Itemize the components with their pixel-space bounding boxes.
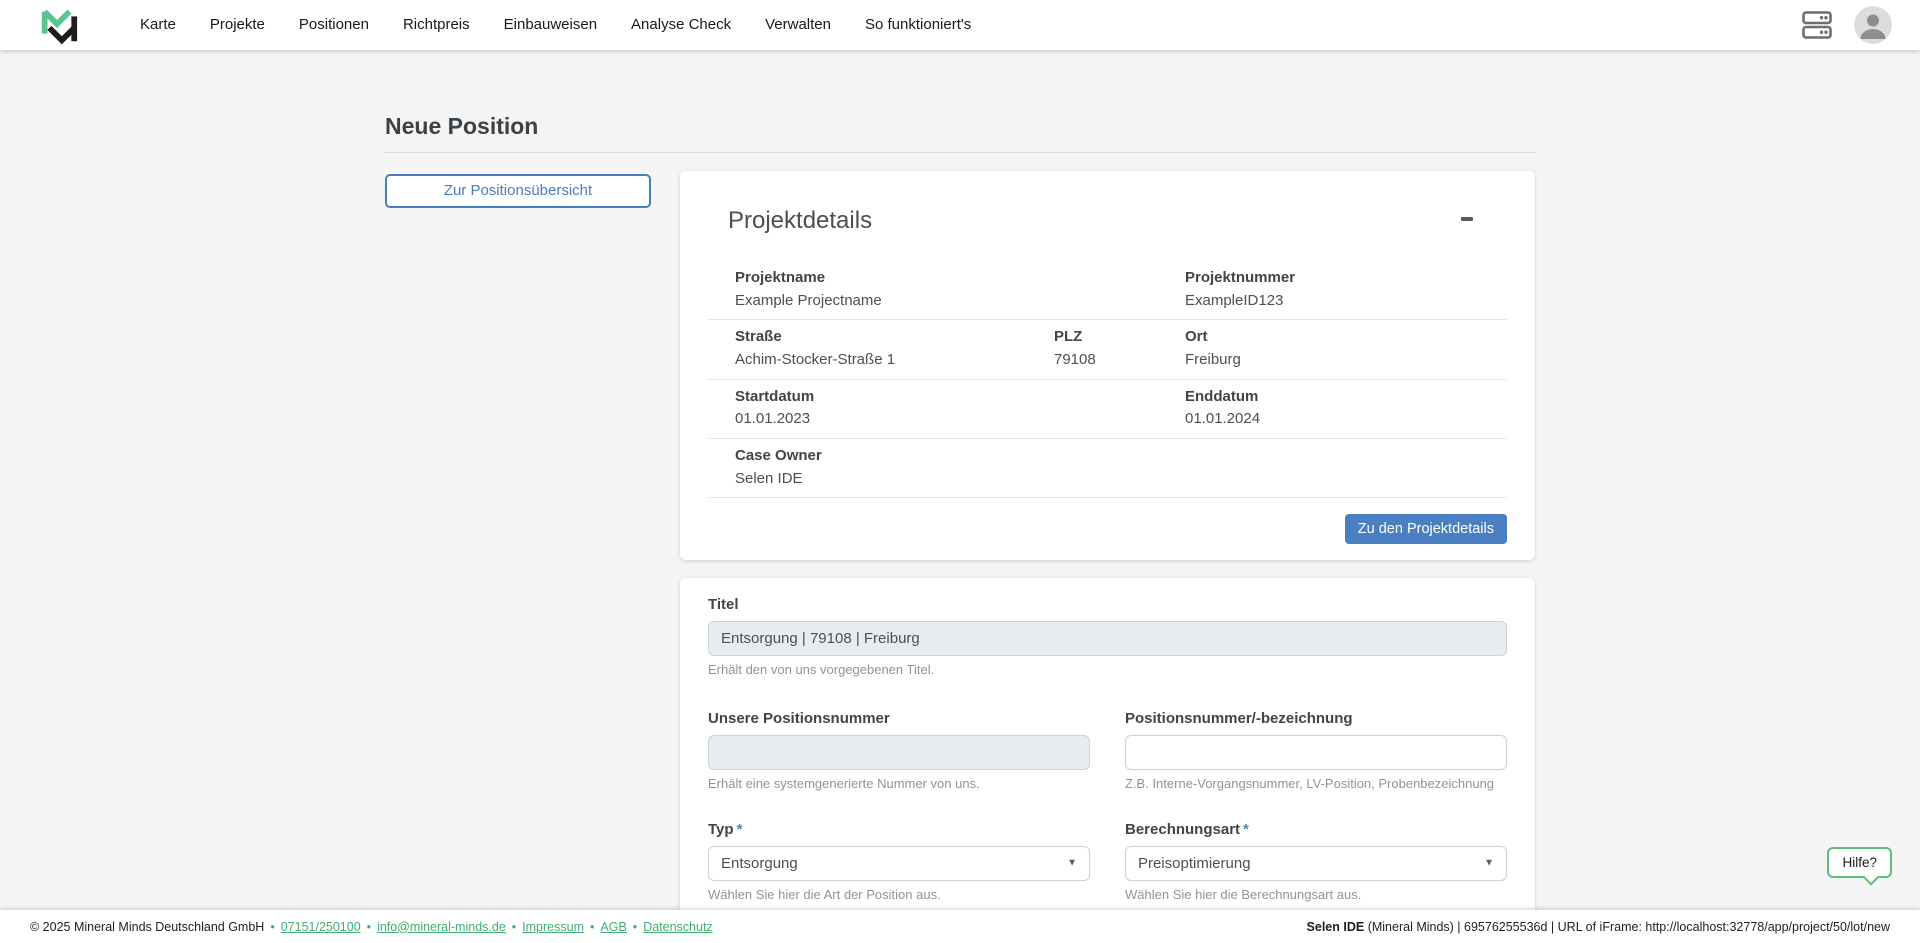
session-user: Selen IDE <box>1306 919 1365 934</box>
impressum-link[interactable]: Impressum <box>522 919 584 934</box>
minus-icon <box>1461 217 1473 221</box>
typ-group: Typ * Entsorgung ▼ Wählen Sie hier die Ar… <box>708 821 1090 903</box>
typ-selected-value: Entsorgung <box>721 854 798 872</box>
session-detail: (Mineral Minds) | 69576255536d | URL of … <box>1367 919 1890 934</box>
footer-left: © 2025 Mineral Minds Deutschland GmbH • … <box>30 920 713 934</box>
field-value: 79108 <box>1054 351 1096 368</box>
titel-helper: Erhält den von uns vorgegebenen Titel. <box>708 662 935 677</box>
unsere-positionsnummer-label: Unsere Positionsnummer <box>708 710 890 728</box>
berechnungsart-helper: Wählen Sie hier die Berechnungsart aus. <box>1125 886 1362 902</box>
nav-item-analyse-check[interactable]: Analyse Check <box>631 16 732 33</box>
positionsnummer-label: Positionsnummer/-bezeichnung <box>1125 710 1353 728</box>
table-row: Startdatum 01.01.2023 Enddatum 01.01.202… <box>708 380 1507 439</box>
berechnungsart-group: Berechnungsart * Preisoptimierung ▼ Wähle… <box>1125 821 1507 903</box>
titel-input[interactable] <box>708 621 1507 656</box>
project-details-title: Projektdetails <box>728 207 873 234</box>
required-marker: * <box>736 820 743 838</box>
field-label: Straße <box>735 328 782 346</box>
positionsnummer-helper: Z.B. Interne-Vorgangsnummer, LV-Position… <box>1125 776 1495 792</box>
typ-select[interactable]: Entsorgung ▼ <box>708 845 1090 881</box>
field-value: ExampleID123 <box>1185 291 1284 309</box>
field-value: Example Projectname <box>735 291 882 309</box>
help-button[interactable]: Hilfe? <box>1827 847 1892 878</box>
field-label: Enddatum <box>1185 387 1259 405</box>
field-value: 01.01.2024 <box>1185 410 1261 428</box>
unsere-positionsnummer-helper: Erhält eine systemgenerierte Nummer von … <box>708 776 980 792</box>
field-value: Achim-Stocker-Straße 1 <box>735 351 896 368</box>
topbar-right-icons <box>1802 6 1892 44</box>
field-value: 01.01.2023 <box>735 410 811 428</box>
separator-dot: • <box>590 919 595 934</box>
positionsnummer-group: Positionsnummer/-bezeichnung Z.B. Intern… <box>1125 710 1507 792</box>
required-marker: * <box>1243 820 1249 838</box>
table-row: Straße Achim-Stocker-Straße 1 PLZ 79108 … <box>708 320 1507 380</box>
chevron-down-icon: ▼ <box>1484 857 1494 869</box>
person-icon <box>1854 6 1892 44</box>
field-label: Startdatum <box>735 387 815 405</box>
agb-link[interactable]: AGB <box>600 919 627 934</box>
field-label: Ort <box>1185 328 1208 346</box>
project-details-card: Projektdetails Projektname Example Proje… <box>680 171 1535 560</box>
right-column: Projektdetails Projektname Example Proje… <box>680 171 1535 943</box>
field-label: Projektname <box>735 269 826 286</box>
logo-icon <box>41 9 78 45</box>
field-label: Case Owner <box>735 446 822 464</box>
table-row: Projektname Example Projectname Projektn… <box>708 261 1507 321</box>
separator-dot: • <box>632 919 638 934</box>
nav-item-positionen[interactable]: Positionen <box>298 16 369 33</box>
typ-label: Typ * <box>708 820 743 838</box>
separator-dot: • <box>270 919 275 934</box>
datenschutz-link[interactable]: Datenschutz <box>643 919 713 934</box>
nav-item-einbauweisen[interactable]: Einbauweisen <box>503 16 598 33</box>
nav-item-karte[interactable]: Karte <box>140 16 176 33</box>
titel-group: Titel Erhält den von uns vorgegebenen Ti… <box>708 596 1507 678</box>
nav-item-richtpreis[interactable]: Richtpreis <box>402 16 470 33</box>
project-details-table: Projektname Example Projectname Projektn… <box>708 261 1507 498</box>
main-nav: Karte Projekte Positionen Richtpreis Ein… <box>140 0 971 50</box>
nav-item-so-funktionierts[interactable]: So funktioniert's <box>864 16 972 33</box>
dns-servers-icon[interactable] <box>1802 11 1832 39</box>
berechnungsart-select[interactable]: Preisoptimierung ▼ <box>1125 845 1507 881</box>
unsere-positionsnummer-input[interactable] <box>708 735 1090 771</box>
copyright-text: © 2025 Mineral Minds Deutschland GmbH <box>30 919 265 934</box>
email-link[interactable]: info@mineral-minds.de <box>377 919 506 934</box>
titel-label: Titel <box>708 596 739 613</box>
berechnungsart-selected-value: Preisoptimierung <box>1138 854 1251 872</box>
field-value: Freiburg <box>1185 351 1241 368</box>
page-title: Neue Position <box>385 113 539 139</box>
new-position-form-card: Titel Erhält den von uns vorgegebenen Ti… <box>680 578 1535 943</box>
user-avatar[interactable] <box>1854 6 1892 44</box>
mineral-minds-logo[interactable] <box>36 4 80 46</box>
phone-link[interactable]: 07151/250100 <box>280 919 361 934</box>
go-to-project-details-button[interactable]: Zu den Projektdetails <box>1344 514 1507 544</box>
field-label: PLZ <box>1054 328 1083 346</box>
title-divider <box>385 152 1535 153</box>
top-navigation-bar: Karte Projekte Positionen Richtpreis Ein… <box>0 0 1920 50</box>
chevron-down-icon: ▼ <box>1067 857 1077 869</box>
berechnungsart-label: Berechnungsart * <box>1125 820 1249 838</box>
separator-dot: • <box>366 919 372 934</box>
left-column: Zur Positionsübersicht <box>385 171 651 943</box>
session-info: Selen IDE (Mineral Minds) | 69576255536d… <box>1307 920 1890 934</box>
nav-item-projekte[interactable]: Projekte <box>209 16 265 33</box>
field-label: Projektnummer <box>1185 269 1296 286</box>
unsere-positionsnummer-group: Unsere Positionsnummer Erhält eine syste… <box>708 710 1090 792</box>
back-to-positions-button[interactable]: Zur Positionsübersicht <box>385 174 651 208</box>
main-content: Neue Position Zur Positionsübersicht Pro… <box>385 113 1535 943</box>
positionsnummer-input[interactable] <box>1125 735 1507 771</box>
separator-dot: • <box>511 919 517 934</box>
footer: © 2025 Mineral Minds Deutschland GmbH • … <box>0 910 1920 943</box>
field-value: Selen IDE <box>735 469 803 487</box>
table-row: Case Owner Selen IDE <box>708 439 1507 498</box>
typ-helper: Wählen Sie hier die Art der Position aus… <box>708 886 941 902</box>
nav-item-verwalten[interactable]: Verwalten <box>765 16 831 33</box>
collapse-card-button[interactable] <box>1449 207 1485 231</box>
